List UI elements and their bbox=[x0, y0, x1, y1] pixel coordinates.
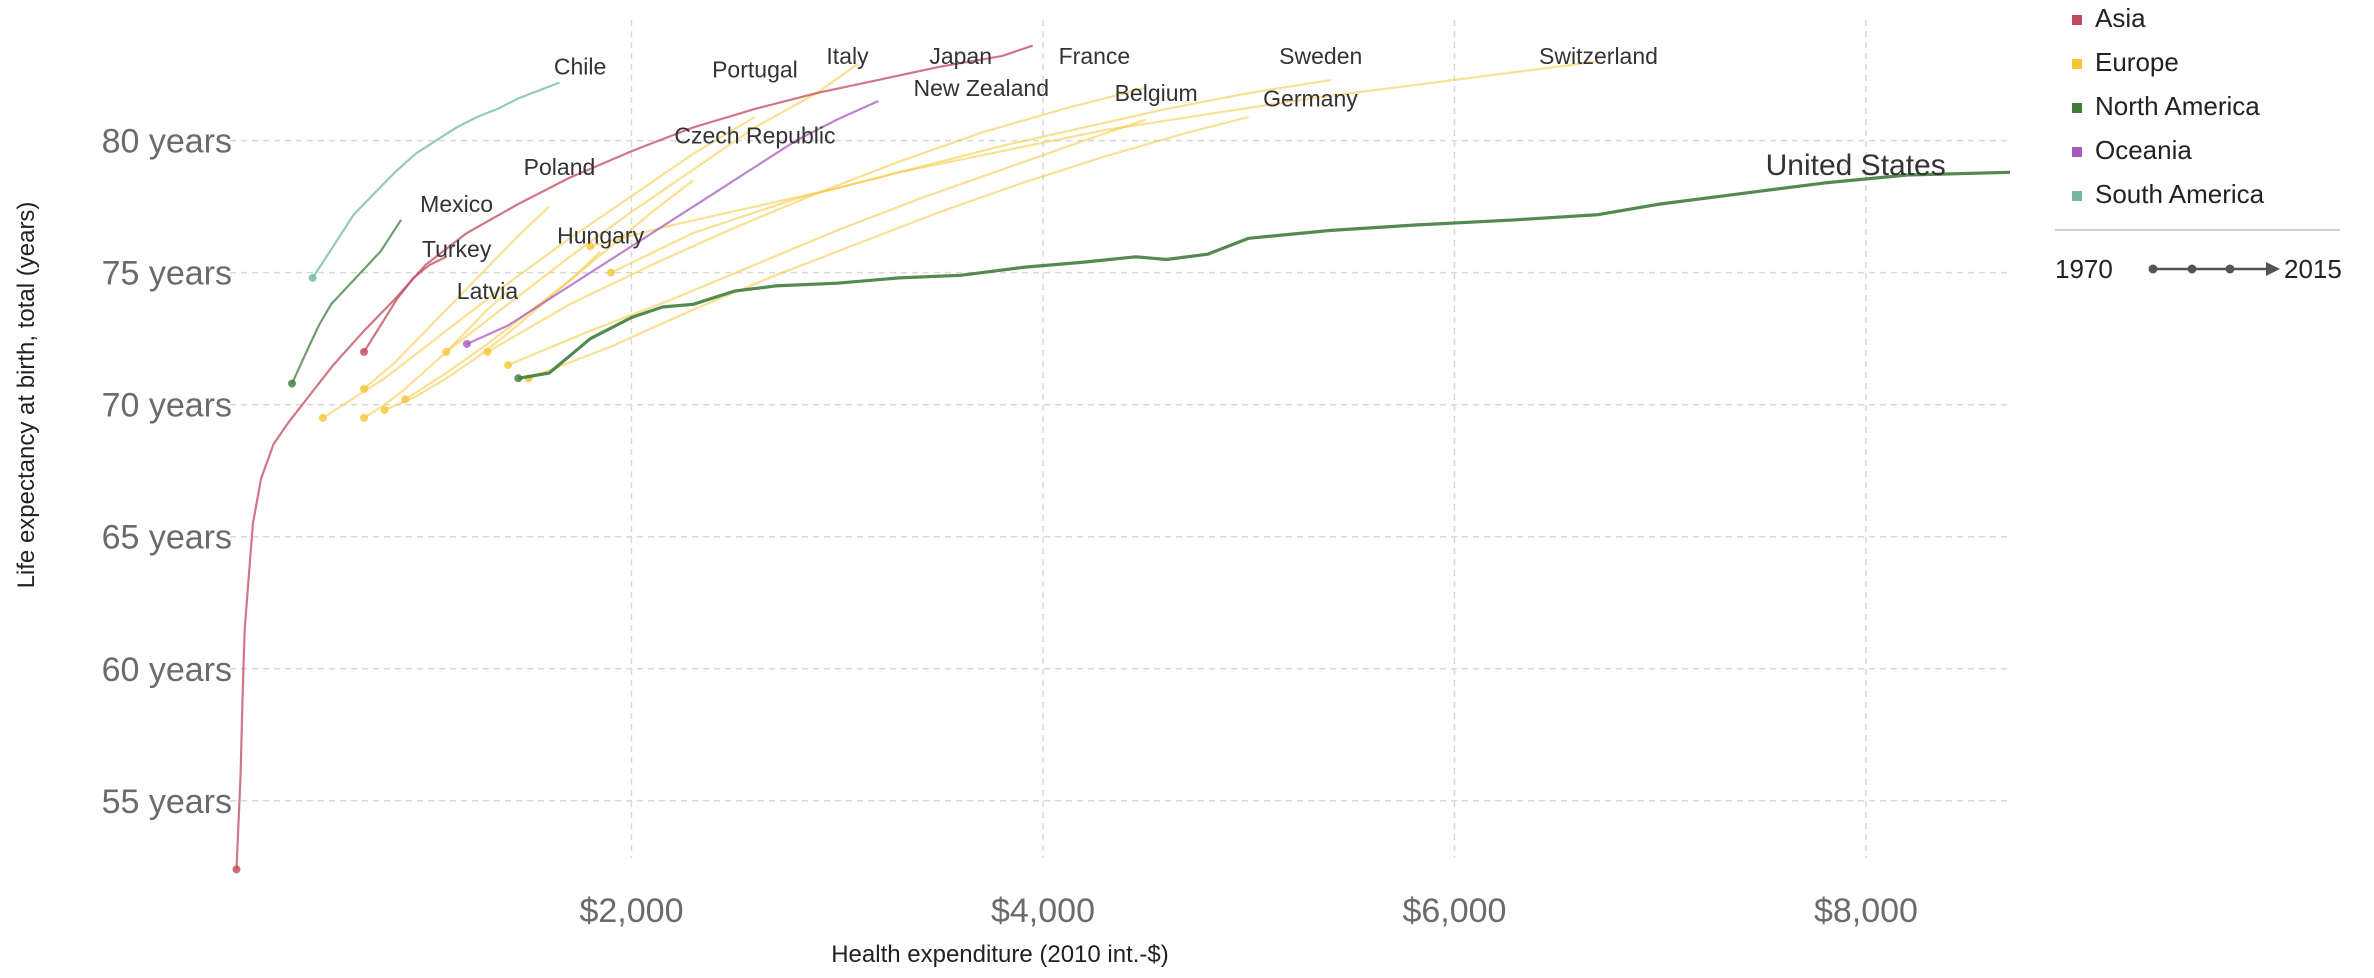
time-legend-dot bbox=[2148, 264, 2158, 274]
series-start-point bbox=[288, 379, 297, 388]
series-germany[interactable] bbox=[524, 115, 1249, 383]
series-start-point bbox=[360, 347, 369, 356]
legend-swatch bbox=[2072, 103, 2082, 113]
series-switzerland[interactable] bbox=[606, 60, 1599, 277]
country-label: Turkey bbox=[422, 236, 492, 262]
series-start-point bbox=[232, 865, 241, 874]
series-line[interactable] bbox=[235, 44, 1034, 870]
legend-entry[interactable]: Oceania bbox=[2095, 135, 2192, 165]
legend-swatch bbox=[2072, 147, 2082, 157]
series-line[interactable] bbox=[507, 118, 1147, 367]
y-axis-ticks: 55 years 60 years 65 years 70 years 75 years… bbox=[102, 123, 232, 821]
country-label: Mexico bbox=[420, 191, 493, 217]
y-tick-label: 70 years bbox=[102, 387, 232, 425]
series-latvia[interactable] bbox=[360, 290, 509, 422]
y-tick-label: 55 years bbox=[102, 783, 232, 821]
grid bbox=[230, 20, 2010, 858]
series-line[interactable] bbox=[290, 219, 403, 385]
legend-entry[interactable]: Europe bbox=[2095, 47, 2179, 77]
country-labels: Chile Portugal Italy Japan France Sweden Switz… bbox=[420, 43, 1946, 304]
series-line[interactable] bbox=[528, 115, 1249, 380]
legend-entry[interactable]: Asia bbox=[2095, 3, 2146, 33]
y-tick-label: 60 years bbox=[102, 651, 232, 689]
y-tick-label: 80 years bbox=[102, 123, 232, 161]
country-label: United States bbox=[1766, 149, 1946, 182]
series-line[interactable] bbox=[322, 115, 756, 419]
series-start-point bbox=[318, 413, 327, 422]
series-line[interactable] bbox=[486, 86, 1147, 353]
country-label: Latvia bbox=[457, 278, 519, 304]
series-line[interactable] bbox=[384, 250, 602, 412]
series-start-point bbox=[308, 273, 317, 282]
legend-swatch bbox=[2072, 191, 2082, 201]
country-label: Chile bbox=[554, 54, 606, 80]
series-start-point bbox=[504, 361, 513, 370]
series-mexico[interactable] bbox=[288, 219, 403, 388]
series-start-point bbox=[606, 268, 615, 277]
x-axis-ticks: $2,000 $4,000 $6,000 $8,000 bbox=[579, 892, 1917, 930]
series-line[interactable] bbox=[363, 255, 447, 353]
country-label: Germany bbox=[1263, 85, 1358, 111]
series-line[interactable] bbox=[518, 170, 2011, 380]
series-line[interactable] bbox=[363, 205, 550, 390]
series-start-point bbox=[462, 339, 471, 348]
series-line[interactable] bbox=[363, 290, 509, 419]
series-poland[interactable] bbox=[360, 205, 550, 393]
legend-swatch bbox=[2072, 15, 2082, 25]
x-tick-label: $4,000 bbox=[991, 892, 1095, 930]
country-label: Belgium bbox=[1115, 80, 1198, 106]
time-legend-arrow-icon bbox=[2266, 262, 2280, 276]
series-line[interactable] bbox=[445, 63, 859, 353]
series-line[interactable] bbox=[466, 99, 879, 346]
x-tick-label: $2,000 bbox=[579, 892, 683, 930]
time-legend-end: 2015 bbox=[2284, 254, 2342, 284]
y-tick-label: 65 years bbox=[102, 519, 232, 557]
country-label: Portugal bbox=[712, 56, 798, 82]
legend: Asia Europe North America Oceania South Amer… bbox=[2055, 3, 2342, 284]
y-tick-label: 75 years bbox=[102, 255, 232, 293]
series-start-point bbox=[360, 384, 369, 393]
series-line[interactable] bbox=[590, 78, 1332, 248]
legend-entry[interactable]: South America bbox=[2095, 179, 2265, 209]
country-label: Czech Republic bbox=[674, 122, 835, 148]
country-label: Italy bbox=[826, 43, 869, 69]
series-turkey[interactable] bbox=[360, 255, 447, 356]
series-portugal[interactable] bbox=[318, 115, 756, 422]
series-japan[interactable] bbox=[232, 44, 1034, 874]
series-start-point bbox=[514, 374, 523, 383]
country-label: Japan bbox=[929, 43, 992, 69]
series-hungary[interactable] bbox=[380, 250, 602, 414]
series-chile[interactable] bbox=[308, 81, 560, 282]
series-belgium[interactable] bbox=[504, 118, 1147, 370]
time-legend-start: 1970 bbox=[2055, 254, 2113, 284]
country-label: Poland bbox=[524, 154, 596, 180]
x-tick-label: $6,000 bbox=[1402, 892, 1506, 930]
y-axis-title: Life expectancy at birth, total (years) bbox=[13, 202, 40, 589]
country-label: New Zealand bbox=[913, 75, 1049, 101]
series-start-point bbox=[380, 405, 389, 414]
series-line[interactable] bbox=[311, 81, 560, 279]
country-label: Hungary bbox=[557, 223, 644, 249]
legend-entry[interactable]: North America bbox=[2095, 91, 2260, 121]
series-start-point bbox=[360, 413, 369, 422]
country-label: Switzerland bbox=[1539, 43, 1658, 69]
x-tick-label: $8,000 bbox=[1814, 892, 1918, 930]
legend-swatch bbox=[2072, 59, 2082, 69]
series-line[interactable] bbox=[404, 179, 694, 401]
series-layer bbox=[232, 44, 2011, 874]
series-line[interactable] bbox=[610, 60, 1599, 274]
x-axis-title: Health expenditure (2010 int.-$) bbox=[831, 941, 1169, 968]
series-united-states[interactable] bbox=[514, 170, 2011, 383]
country-label: France bbox=[1059, 43, 1131, 69]
time-legend-dot bbox=[2187, 264, 2197, 274]
country-label: Sweden bbox=[1279, 43, 1362, 69]
time-legend-dot bbox=[2225, 264, 2235, 274]
series-new-zealand[interactable] bbox=[462, 99, 879, 348]
